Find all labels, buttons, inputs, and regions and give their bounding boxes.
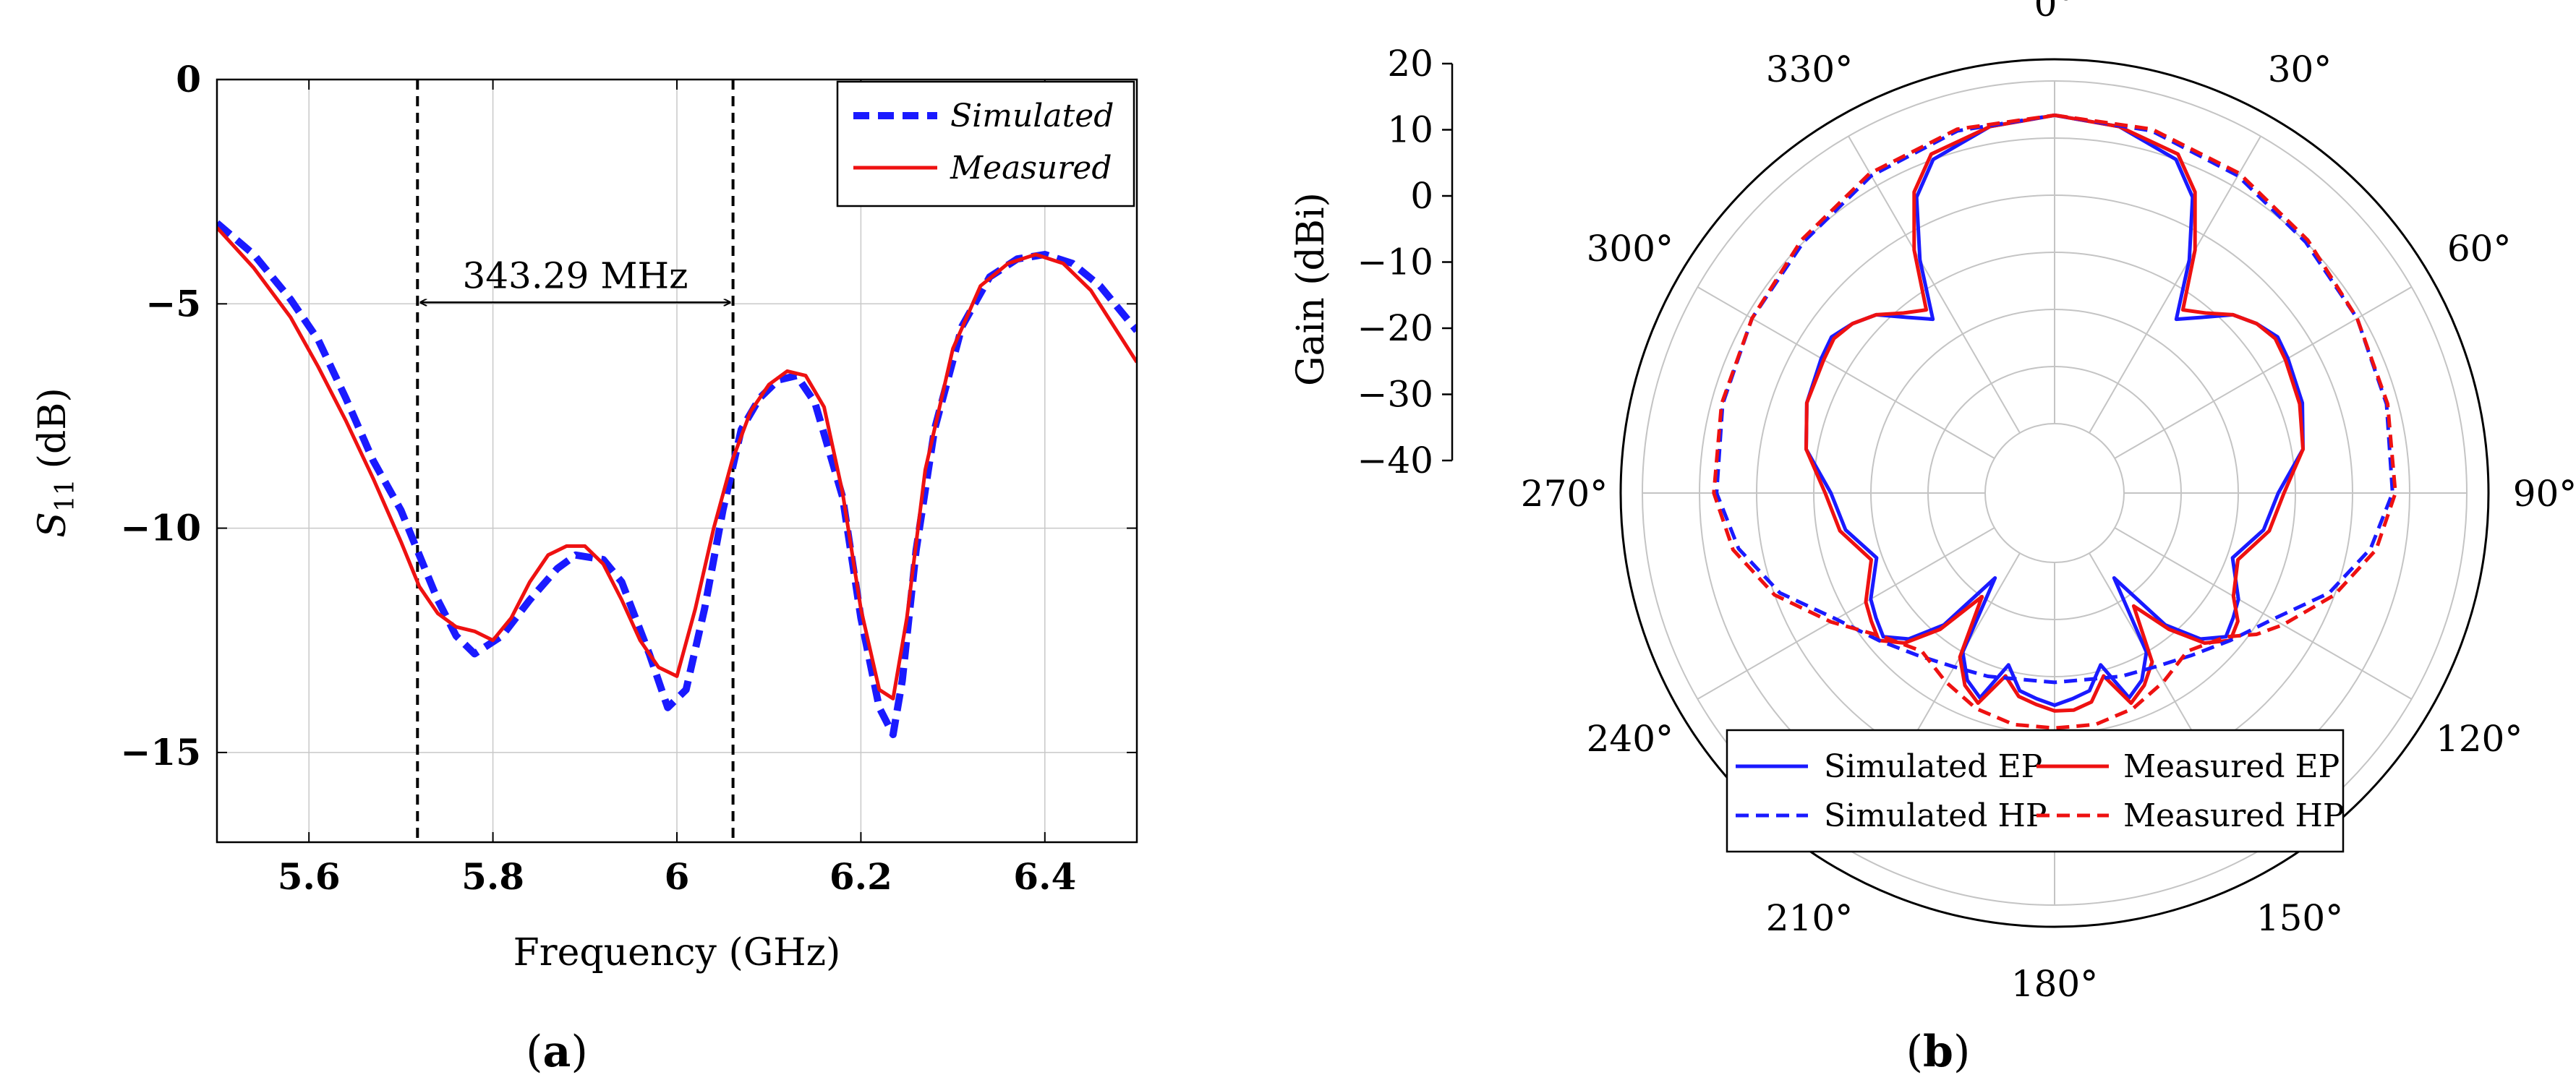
bandwidth-annotation: 343.29 MHz: [420, 254, 730, 302]
radiation-pattern-chart: 20 10 0 −10 −20 −30 −40 0° 30° 60° 90° 120° 150° 180…: [1289, 0, 2576, 1077]
legend-label-simulated: Simulated: [950, 98, 1114, 134]
bandwidth-label: 343.29 MHz: [462, 254, 688, 296]
y-label-unit: (dB): [31, 387, 74, 468]
angle-spoke: [2089, 135, 2261, 434]
legend-label-sim-ep: Simulated EP: [1824, 748, 2042, 785]
polar-legend-box: [1726, 729, 2345, 853]
y-tick-label: −5: [145, 282, 201, 325]
series-simulated-ep: [1804, 113, 2305, 707]
gain-tick-label: −20: [1357, 307, 1433, 349]
series-measured-ep: [1804, 113, 2305, 713]
s11-x-axis-label: Frequency (GHz): [513, 931, 841, 975]
s11-chart: 5.6 5.8 6 6.2 6.4 0 −5 −10 −15 343.29 MHz Simula…: [31, 58, 1138, 1077]
x-tick-label: 6.4: [1013, 855, 1076, 898]
polar-legend: Simulated EP Measured EP Simulated HP Me…: [1726, 729, 2345, 853]
gain-tick-label: −30: [1357, 374, 1433, 416]
s11-series: [217, 220, 1137, 739]
legend-label-meas-hp: Measured HP: [2123, 797, 2344, 834]
s11-ticks: 5.6 5.8 6 6.2 6.4 0 −5 −10 −15: [121, 58, 1137, 898]
panel-a-letter: a: [543, 1027, 571, 1077]
x-tick-label: 5.6: [278, 855, 341, 898]
angle-label: 210°: [1766, 897, 1853, 939]
x-tick-label: 6: [665, 855, 690, 898]
legend-label-measured: Measured: [950, 150, 1112, 187]
angle-spoke: [2114, 286, 2413, 459]
angle-spoke: [1848, 135, 2021, 434]
y-label-subscript: 11: [51, 479, 80, 512]
polar-series: [1712, 113, 2397, 730]
x-tick-label: 6.2: [829, 855, 892, 898]
s11-y-axis-label: S11 (dB): [31, 387, 80, 538]
panel-b-caption: (b): [1906, 1027, 1971, 1077]
y-label-symbol: S: [31, 512, 74, 538]
angle-label: 0°: [2034, 0, 2076, 25]
legend-label-meas-ep: Measured EP: [2123, 748, 2340, 785]
gain-ring: [1984, 423, 2125, 563]
angle-spoke: [1697, 527, 1995, 700]
panel-b-letter: b: [1923, 1027, 1953, 1077]
series-measured: [217, 226, 1137, 701]
y-tick-label: −10: [121, 507, 201, 549]
y-tick-label: −15: [121, 731, 201, 774]
angle-label: 240°: [1587, 718, 1673, 760]
y-tick-label: 0: [176, 58, 201, 100]
gain-tick-label: 10: [1387, 109, 1433, 151]
panel-a-caption: (a): [526, 1027, 588, 1077]
angle-spoke: [1697, 286, 1995, 459]
polar-outer-border: [1619, 58, 2490, 928]
gain-axis: 20 10 0 −10 −20 −30 −40: [1357, 43, 1454, 481]
bandwidth-markers: [416, 80, 735, 842]
angle-label: 60°: [2447, 228, 2512, 270]
s11-legend: Simulated Measured: [836, 80, 1135, 207]
angle-label: 270°: [1521, 473, 1608, 515]
series-measured-hp: [1712, 113, 2397, 730]
gain-tick-label: −10: [1357, 241, 1433, 283]
angle-label: 90°: [2513, 473, 2576, 515]
angle-label: 300°: [1587, 228, 1673, 270]
angle-label: 120°: [2436, 718, 2522, 760]
s11-legend-box: [836, 80, 1135, 207]
angle-label: 180°: [2011, 963, 2098, 1005]
angle-label: 330°: [1766, 48, 1853, 90]
angle-label: 150°: [2256, 897, 2343, 939]
legend-label-sim-hp: Simulated HP: [1824, 797, 2047, 834]
gain-axis-label: Gain (dBi): [1289, 192, 1333, 386]
gain-tick-label: 20: [1387, 43, 1433, 85]
gain-tick-label: 0: [1410, 175, 1433, 217]
angle-labels: 0° 30° 60° 90° 120° 150° 180° 210° 240° 270° 300° 3…: [1521, 0, 2576, 1005]
x-tick-label: 5.8: [461, 855, 524, 898]
angle-spoke: [2114, 527, 2413, 700]
gain-tick-label: −40: [1357, 440, 1433, 481]
angle-label: 30°: [2268, 48, 2332, 90]
